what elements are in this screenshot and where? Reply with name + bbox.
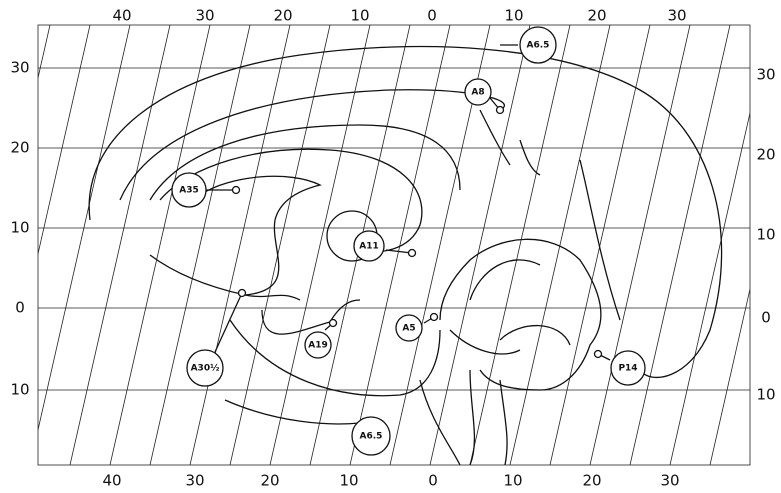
site-label: A35 [179, 186, 199, 196]
site-label: A5 [402, 324, 415, 334]
bottom-label: 20 [582, 472, 601, 490]
left-label: 10 [10, 219, 29, 237]
right-label: 10 [756, 386, 775, 404]
slant-line [510, 25, 610, 465]
top-label: 10 [504, 7, 523, 25]
slant-line [30, 25, 130, 465]
top-label: 10 [350, 7, 369, 25]
left-label: 30 [10, 59, 29, 77]
top-label: 20 [587, 7, 606, 25]
bottom-label: 0 [428, 472, 438, 490]
slant-line [150, 25, 250, 465]
right-label: 10 [756, 226, 775, 244]
top-label: 40 [112, 7, 131, 25]
axis-labels: 40 30 20 10 0 10 20 30 40 30 20 10 0 10 … [10, 7, 775, 490]
site-label: A6.5 [527, 41, 550, 51]
top-label: 30 [195, 7, 214, 25]
site-label: A30½ [191, 363, 220, 374]
slant-line [0, 25, 50, 465]
bottom-label: 10 [339, 472, 358, 490]
site-label: A8 [471, 88, 484, 98]
slant-line [590, 25, 690, 465]
bottom-label: 40 [102, 472, 121, 490]
slant-line [670, 25, 770, 465]
right-label: 0 [761, 309, 771, 327]
site-label: A6.5 [360, 432, 383, 442]
left-label: 0 [15, 299, 25, 317]
site-label: A19 [308, 341, 328, 351]
slant-line [70, 25, 170, 465]
top-label: 30 [667, 7, 686, 25]
frame [38, 25, 750, 465]
brain-outline [89, 47, 721, 465]
slant-line [630, 25, 730, 465]
bottom-label: 10 [503, 472, 522, 490]
bottom-label: 30 [660, 472, 679, 490]
site-label: A11 [359, 242, 379, 252]
site-markers [206, 45, 610, 360]
bottom-label: 30 [185, 472, 204, 490]
slant-line [550, 25, 650, 465]
right-label: 30 [756, 66, 775, 84]
top-label: 0 [427, 7, 437, 25]
slant-line [230, 25, 330, 465]
site-label: P14 [618, 364, 637, 374]
slant-line [190, 25, 290, 465]
grid [0, 25, 781, 465]
slant-lines [0, 25, 781, 465]
top-label: 20 [273, 7, 292, 25]
left-label: 20 [10, 139, 29, 157]
left-label: 10 [10, 381, 29, 399]
right-label: 20 [756, 146, 775, 164]
atlas-figure: 40 30 20 10 0 10 20 30 40 30 20 10 0 10 … [0, 0, 781, 493]
bottom-label: 20 [260, 472, 279, 490]
slant-line [110, 25, 210, 465]
